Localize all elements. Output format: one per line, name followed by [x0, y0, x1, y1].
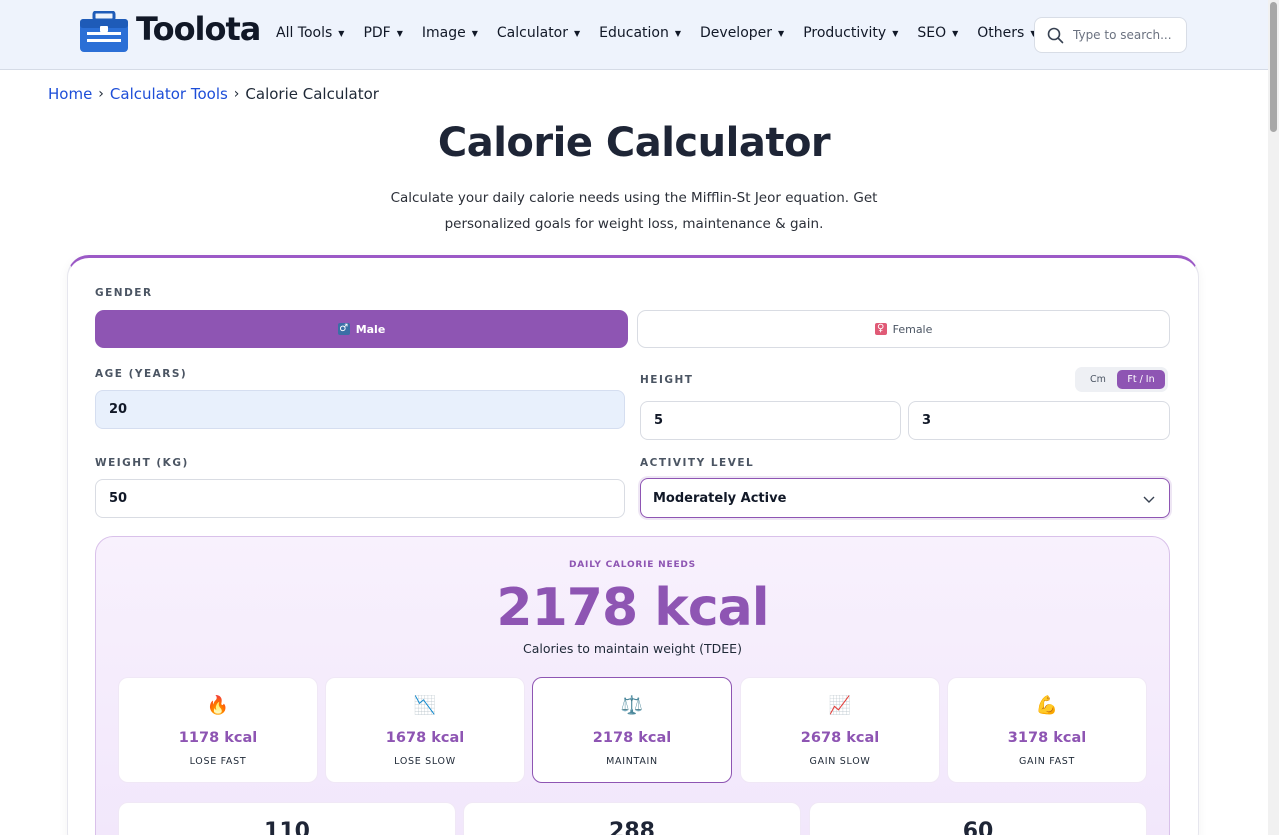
goal-label: LOSE FAST: [189, 756, 247, 767]
macro-value: 288: [609, 819, 655, 835]
goal-value: 2678 kcal: [800, 730, 880, 746]
menu-label: Productivity: [803, 25, 887, 41]
menu-item-seo[interactable]: SEO ▼: [917, 25, 958, 41]
daily-calorie-value: 2178 kcal: [496, 578, 769, 638]
page-subtitle: Calculate your daily calorie needs using…: [390, 190, 878, 232]
height-label: HEIGHT: [640, 374, 694, 386]
chart-up-icon: 📈: [828, 695, 852, 716]
menu-label: Developer: [700, 25, 773, 41]
menu-item-image[interactable]: Image ▼: [422, 25, 478, 41]
scrollbar-thumb[interactable]: [1270, 2, 1277, 132]
chevron-right-icon: ›: [98, 86, 104, 102]
balance-scale-icon: ⚖️: [620, 695, 644, 716]
menu-item-calculator[interactable]: Calculator ▼: [497, 25, 580, 41]
chevron-down-icon: [1143, 496, 1155, 503]
goal-value: 3178 kcal: [1007, 730, 1087, 746]
goal-label: GAIN SLOW: [809, 756, 871, 767]
caret-down-icon: ▼: [338, 28, 345, 38]
menu-label: Image: [421, 25, 466, 41]
menu-item-education[interactable]: Education ▼: [599, 25, 681, 41]
activity-level-select[interactable]: Moderately Active: [640, 478, 1170, 518]
goal-card-lose-slow[interactable]: 📉 1678 kcal LOSE SLOW: [325, 677, 525, 783]
menu-label: Education: [599, 25, 669, 41]
goal-card-gain-slow[interactable]: 📈 2678 kcal GAIN SLOW: [740, 677, 940, 783]
page-scrollbar[interactable]: [1268, 0, 1279, 835]
menu-item-others[interactable]: Others ▼: [977, 25, 1036, 41]
breadcrumb-current: Calorie Calculator: [245, 85, 379, 103]
search-box[interactable]: [1034, 17, 1187, 53]
daily-calorie-label: DAILY CALORIE NEEDS: [569, 560, 696, 570]
gender-male-label: Male: [355, 322, 386, 336]
caret-down-icon: ▼: [1030, 29, 1036, 38]
top-navbar: Toolota All Tools ▼ PDF ▼ Image ▼ Calculato…: [0, 0, 1268, 70]
goal-value: 1178 kcal: [178, 730, 258, 746]
weight-label: WEIGHT (KG): [95, 457, 189, 469]
page-title: Calorie Calculator: [437, 120, 831, 166]
daily-calorie-subtitle: Calories to maintain weight (TDEE): [523, 641, 742, 656]
menu-label: Calculator: [496, 25, 568, 41]
caret-down-icon: ▼: [471, 28, 478, 38]
caret-down-icon: ▼: [396, 28, 403, 38]
menu-label: All Tools: [276, 25, 333, 41]
activity-label: ACTIVITY LEVEL: [640, 457, 755, 469]
macro-card: 60: [809, 802, 1147, 835]
weight-input[interactable]: 50: [95, 479, 625, 518]
unit-ft-in-button[interactable]: Ft / In: [1117, 370, 1165, 389]
height-unit-toggle: Cm Ft / In: [1075, 367, 1168, 392]
female-symbol-icon: ♀: [874, 323, 887, 335]
age-label: AGE (YEARS): [95, 368, 188, 380]
chevron-right-icon: ›: [233, 86, 240, 102]
goal-value: 1678 kcal: [385, 730, 465, 746]
goal-card-gain-fast[interactable]: 💪 3178 kcal GAIN FAST: [947, 677, 1147, 783]
caret-down-icon: ▼: [574, 28, 581, 38]
goal-value: 2178 kcal: [592, 730, 672, 746]
height-inches-input[interactable]: 3: [908, 401, 1170, 440]
height-feet-input[interactable]: 5: [640, 401, 901, 440]
flexed-biceps-icon: 💪: [1035, 695, 1059, 716]
caret-down-icon: ▼: [674, 28, 682, 38]
menu-item-all-tools[interactable]: All Tools ▼: [276, 25, 344, 41]
menu-item-developer[interactable]: Developer ▼: [700, 25, 784, 41]
age-input[interactable]: 20: [95, 390, 625, 429]
unit-cm-button[interactable]: Cm: [1090, 374, 1106, 385]
goal-label: MAINTAIN: [606, 756, 658, 767]
activity-selected-value: Moderately Active: [653, 490, 787, 506]
caret-down-icon: ▼: [892, 28, 899, 38]
chart-down-icon: 📉: [413, 695, 437, 716]
macro-card: 110: [118, 802, 456, 835]
macro-value: 110: [264, 819, 310, 835]
goal-label: LOSE SLOW: [394, 756, 456, 767]
menu-item-pdf[interactable]: PDF ▼: [363, 25, 402, 41]
male-symbol-icon: ♂: [337, 323, 350, 335]
breadcrumb-calculator-tools[interactable]: Calculator Tools: [109, 85, 228, 103]
menu-item-productivity[interactable]: Productivity ▼: [803, 25, 898, 41]
gender-female-button[interactable]: ♀ Female: [637, 310, 1170, 348]
breadcrumb-home[interactable]: Home: [48, 85, 93, 103]
breadcrumb: Home › Calculator Tools › Calorie Calcul…: [48, 85, 379, 103]
logo-text[interactable]: Toolota: [136, 10, 261, 48]
goal-label: GAIN FAST: [1018, 756, 1075, 767]
fire-icon: 🔥: [206, 695, 230, 716]
gender-female-label: Female: [892, 322, 933, 336]
toolbox-logo-icon[interactable]: [79, 11, 129, 53]
main-menu: All Tools ▼ PDF ▼ Image ▼ Calculator ▼ Educa…: [276, 25, 1055, 41]
caret-down-icon: ▼: [778, 28, 785, 38]
goal-card-maintain[interactable]: ⚖️ 2178 kcal MAINTAIN: [532, 677, 732, 783]
search-icon: [1047, 27, 1064, 44]
gender-label: GENDER: [95, 287, 153, 299]
menu-label: SEO: [917, 25, 947, 41]
macro-card: 288: [463, 802, 801, 835]
menu-label: PDF: [363, 25, 391, 41]
macro-value: 60: [962, 819, 994, 835]
caret-down-icon: ▼: [952, 28, 959, 38]
gender-male-button[interactable]: ♂ Male: [95, 310, 628, 348]
menu-label: Others: [977, 25, 1025, 41]
search-input[interactable]: [1073, 26, 1183, 44]
goal-card-lose-fast[interactable]: 🔥 1178 kcal LOSE FAST: [118, 677, 318, 783]
